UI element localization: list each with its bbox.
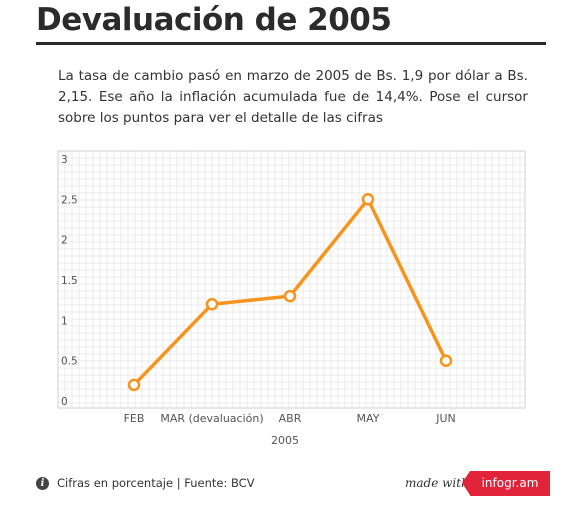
grid-lines [58,151,525,408]
footer-source: i Cifras en porcentaje | Fuente: BCV [36,474,255,492]
x-tick-label: MAR (devaluación) [160,412,263,425]
page-title: Devaluación de 2005 [36,2,392,38]
made-with-label: made with [405,476,469,490]
x-tick-label: FEB [124,412,145,425]
chart-description: La tasa de cambio pasó en marzo de 2005 … [58,68,528,126]
data-point[interactable] [127,378,141,392]
y-tick-label: 2 [61,235,68,247]
x-tick-label: MAY [357,412,380,425]
data-point[interactable] [205,297,219,311]
data-point[interactable] [361,193,375,206]
source-note: Cifras en porcentaje | Fuente: BCV [57,476,255,490]
line-chart: 0 0.5 1 1.5 2 2.5 3 FEB MAR (devaluación) ABR MAY… [57,150,526,447]
y-tick-label: 2.5 [61,194,78,206]
x-tick-label: JUN [435,412,456,425]
infogram-badge[interactable]: infogr.am [462,471,550,496]
y-axis: 0 0.5 1 1.5 2 2.5 3 [61,154,78,408]
y-tick-label: 1 [61,315,68,327]
data-points[interactable] [127,193,453,392]
data-point[interactable] [439,354,453,367]
x-tick-label: ABR [279,412,302,425]
x-axis: FEB MAR (devaluación) ABR MAY JUN [124,412,456,425]
data-point[interactable] [283,289,297,303]
x-axis-title: 2005 [271,434,299,447]
info-icon: i [36,476,49,490]
title-underline [36,42,546,45]
y-tick-label: 0.5 [61,356,78,368]
y-tick-label: 1.5 [61,275,78,287]
y-tick-label: 3 [61,154,68,166]
y-tick-label: 0 [61,396,68,408]
brand-label: infogr.am [481,476,539,490]
